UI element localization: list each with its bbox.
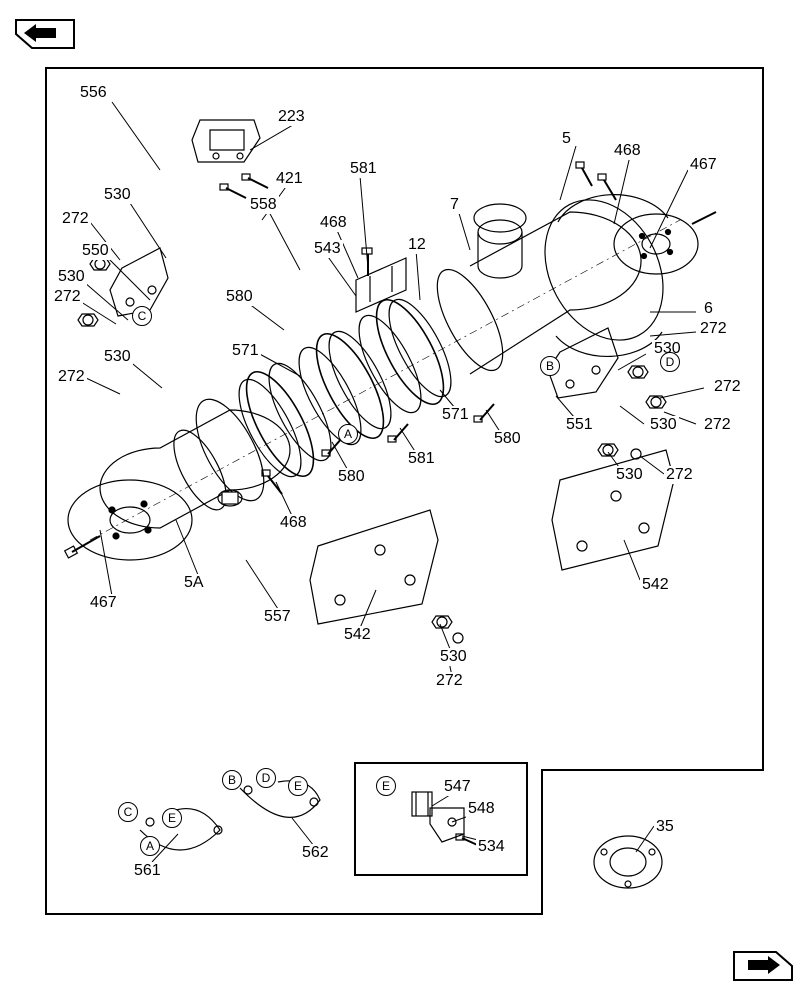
callout-534: 534 — [476, 838, 507, 856]
view-marker-C: C — [132, 306, 152, 326]
callout-530: 530 — [56, 268, 87, 286]
callout-562: 562 — [300, 844, 331, 862]
callout-223: 223 — [276, 108, 307, 126]
callout-550: 550 — [80, 242, 111, 260]
callout-272: 272 — [702, 416, 733, 434]
callout-556: 556 — [78, 84, 109, 102]
callout-5A: 5A — [182, 574, 206, 592]
view-marker-A: A — [140, 836, 160, 856]
view-marker-A: A — [338, 424, 358, 444]
callout-7: 7 — [448, 196, 461, 214]
callout-548: 548 — [466, 800, 497, 818]
callout-542: 542 — [342, 626, 373, 644]
callout-6: 6 — [702, 300, 715, 318]
callout-272: 272 — [664, 466, 695, 484]
view-marker-D: D — [256, 768, 276, 788]
callout-467: 467 — [88, 594, 119, 612]
callout-468: 468 — [612, 142, 643, 160]
callout-272: 272 — [434, 672, 465, 690]
view-marker-E: E — [162, 808, 182, 828]
callout-571: 571 — [440, 406, 471, 424]
callout-421: 421 — [274, 170, 305, 188]
callout-571: 571 — [230, 342, 261, 360]
callout-558: 558 — [248, 196, 279, 214]
callout-468: 468 — [278, 514, 309, 532]
callout-530: 530 — [102, 348, 133, 366]
callout-530: 530 — [614, 466, 645, 484]
callout-272: 272 — [56, 368, 87, 386]
callout-468: 468 — [318, 214, 349, 232]
callout-551: 551 — [564, 416, 595, 434]
callout-530: 530 — [438, 648, 469, 666]
callout-580: 580 — [336, 468, 367, 486]
view-marker-E: E — [376, 776, 396, 796]
callout-12: 12 — [406, 236, 428, 254]
callout-581: 581 — [348, 160, 379, 178]
callout-580: 580 — [492, 430, 523, 448]
callout-561: 561 — [132, 862, 163, 880]
callout-543: 543 — [312, 240, 343, 258]
callout-467: 467 — [688, 156, 719, 174]
view-marker-C: C — [118, 802, 138, 822]
callout-272: 272 — [52, 288, 83, 306]
callout-547: 547 — [442, 778, 473, 796]
view-marker-E: E — [288, 776, 308, 796]
callout-580: 580 — [224, 288, 255, 306]
view-marker-B: B — [540, 356, 560, 376]
view-marker-D: D — [660, 352, 680, 372]
callout-272: 272 — [712, 378, 743, 396]
callout-557: 557 — [262, 608, 293, 626]
callout-35: 35 — [654, 818, 676, 836]
callout-272: 272 — [60, 210, 91, 228]
callout-530: 530 — [648, 416, 679, 434]
callout-530: 530 — [102, 186, 133, 204]
callout-5: 5 — [560, 130, 573, 148]
callout-272: 272 — [698, 320, 729, 338]
callout-581: 581 — [406, 450, 437, 468]
view-marker-B: B — [222, 770, 242, 790]
callout-542: 542 — [640, 576, 671, 594]
